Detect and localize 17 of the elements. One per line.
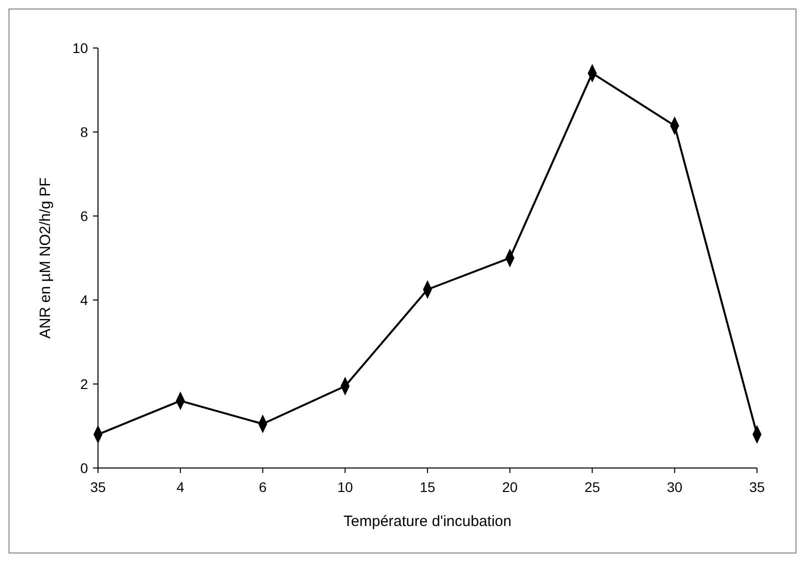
- x-tick-label: 10: [337, 479, 354, 495]
- x-tick-label: 6: [258, 479, 267, 495]
- x-tick-label: 35: [90, 479, 106, 495]
- y-axis-title: ANR en µM NO2/h/g PF: [37, 177, 54, 339]
- y-tick-label: 0: [80, 460, 88, 476]
- y-tick-label: 2: [80, 376, 88, 392]
- x-axis-title: Température d'incubation: [344, 513, 512, 530]
- y-tick-label: 6: [80, 208, 88, 224]
- x-tick-label: 30: [666, 479, 683, 495]
- x-tick-label: 25: [584, 479, 600, 495]
- y-tick-label: 10: [72, 40, 88, 56]
- y-tick-label: 4: [80, 292, 88, 308]
- x-tick-label: 15: [420, 479, 436, 495]
- y-tick-label: 8: [80, 124, 88, 140]
- x-tick-label: 4: [176, 479, 184, 495]
- x-tick-label: 20: [502, 479, 518, 495]
- x-tick-label: 35: [749, 479, 765, 495]
